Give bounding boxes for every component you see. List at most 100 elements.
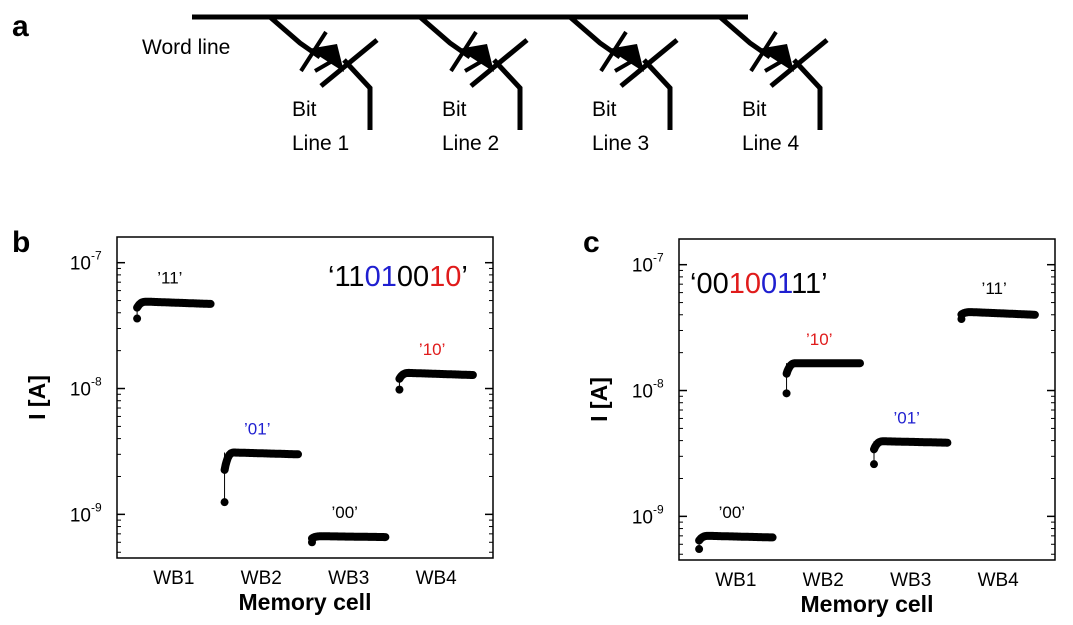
- x-tick-label: WB3: [328, 568, 369, 589]
- trace-WB1: ’11’: [133, 269, 215, 323]
- trace-WB2: ’01’: [220, 420, 302, 507]
- diode-arrow-tick: [313, 58, 336, 73]
- initial-point: [133, 314, 142, 323]
- trace-WB3: ’00’: [307, 503, 390, 547]
- panel-a-letter: a: [12, 10, 29, 43]
- initial-point: [869, 460, 878, 469]
- bit-line-label-top: Bit: [442, 98, 467, 121]
- diode-arrow-tick: [763, 58, 786, 73]
- diode-4: Bit Line 4: [718, 15, 829, 155]
- x-tick-label: WB1: [715, 570, 756, 591]
- x-tick-label: WB4: [978, 570, 1020, 591]
- trace-WB1: ’00’: [695, 503, 777, 554]
- y-tick-label: 10: [632, 382, 653, 403]
- code-segment: 10: [429, 261, 461, 293]
- bit-line-4: [792, 58, 823, 130]
- initial-point: [782, 389, 791, 398]
- diode-arrow-icon: [758, 44, 794, 72]
- trace-plateau: [220, 448, 302, 474]
- x-axis-title: Memory cell: [801, 591, 934, 617]
- trace-WB2: ’10’: [782, 330, 864, 398]
- state-label: ’01’: [244, 420, 270, 439]
- bit-line-2: [492, 58, 523, 130]
- code-segment: 00: [397, 261, 429, 293]
- diode-arrow-icon: [608, 44, 644, 72]
- y-tick-exponent: -7: [91, 249, 102, 263]
- diode-3: Bit Line 3: [568, 15, 679, 155]
- diode-1: Bit Line 1: [268, 15, 379, 155]
- bit-line-label-top: Bit: [742, 98, 767, 121]
- bit-line-1: [342, 58, 373, 130]
- bit-line-label-bottom: Line 1: [292, 132, 349, 155]
- code-segment: 01: [761, 268, 792, 300]
- plot-frame: [116, 236, 494, 559]
- code-annotation: ‘11010010’: [328, 261, 468, 293]
- trace-WB3: ’01’: [869, 408, 952, 469]
- diode-top-tick: [449, 30, 478, 73]
- code-segment: 01: [365, 261, 397, 293]
- diode-arrow-icon: [458, 44, 494, 72]
- code-segment: ’: [461, 261, 467, 293]
- y-tick-label: 10: [632, 507, 653, 528]
- trace-plateau: [695, 531, 777, 545]
- x-tick-label: WB1: [153, 568, 194, 589]
- code-segment: ‘11: [328, 261, 365, 293]
- y-tick-label: 10: [70, 505, 91, 526]
- y-tick-label: 10: [70, 380, 91, 401]
- trace-plateau: [308, 532, 390, 543]
- panel-letter: c: [583, 226, 600, 259]
- y-tick-label: 10: [632, 256, 653, 277]
- diode-top-tick: [749, 30, 778, 73]
- diode-arrow-icon: [308, 44, 344, 72]
- y-axis-title: I [A]: [586, 377, 612, 422]
- code-segment: 11’: [792, 268, 827, 300]
- trace-plateau: [133, 297, 215, 312]
- state-label: ’10’: [806, 330, 832, 349]
- initial-point: [220, 498, 229, 507]
- x-axis-title: Memory cell: [239, 589, 372, 615]
- x-tick-label: WB3: [890, 570, 931, 591]
- bit-line-label-bottom: Line 4: [742, 132, 800, 155]
- y-tick-label: 10: [70, 254, 91, 275]
- y-tick-exponent: -7: [653, 251, 664, 265]
- state-label: ’10’: [419, 340, 445, 359]
- x-tick-label: WB4: [416, 568, 458, 589]
- x-tick-label: WB2: [803, 570, 844, 591]
- diode-2: Bit Line 2: [418, 15, 529, 155]
- state-label: ’01’: [893, 408, 919, 427]
- diode-arrow-tick: [463, 58, 486, 73]
- diode-arrow-tick: [613, 58, 636, 73]
- trace-plateau: [395, 368, 477, 383]
- x-tick-label: WB2: [241, 568, 282, 589]
- trace-WB4: ’11’: [957, 279, 1039, 324]
- y-axis-title: I [A]: [24, 375, 50, 420]
- state-label: ’00’: [719, 503, 745, 522]
- y-tick-exponent: -9: [653, 502, 664, 516]
- initial-point: [695, 545, 704, 554]
- y-tick-exponent: -9: [91, 500, 102, 514]
- trace-plateau: [782, 359, 864, 378]
- diode-top-tick: [299, 30, 328, 73]
- bit-line-label-bottom: Line 3: [592, 132, 649, 155]
- initial-point: [395, 385, 404, 394]
- state-label: ’11’: [157, 269, 182, 288]
- bit-line-3: [642, 58, 673, 130]
- y-tick-exponent: -8: [653, 377, 664, 391]
- trace-plateau: [870, 437, 952, 454]
- word-line-label: Word line: [142, 36, 230, 59]
- trace-WB4: ’10’: [395, 340, 477, 394]
- panel-letter: b: [12, 226, 30, 259]
- state-label: ’00’: [331, 503, 357, 522]
- code-segment: ‘00: [690, 268, 729, 300]
- bit-line-label-top: Bit: [292, 98, 317, 121]
- plot-frame: [678, 238, 1056, 561]
- code-annotation: ‘00100111’: [690, 268, 828, 300]
- code-segment: 10: [729, 268, 761, 300]
- bit-line-label-top: Bit: [592, 98, 617, 121]
- state-label: ’11’: [982, 279, 1007, 298]
- diode-top-tick: [599, 30, 628, 73]
